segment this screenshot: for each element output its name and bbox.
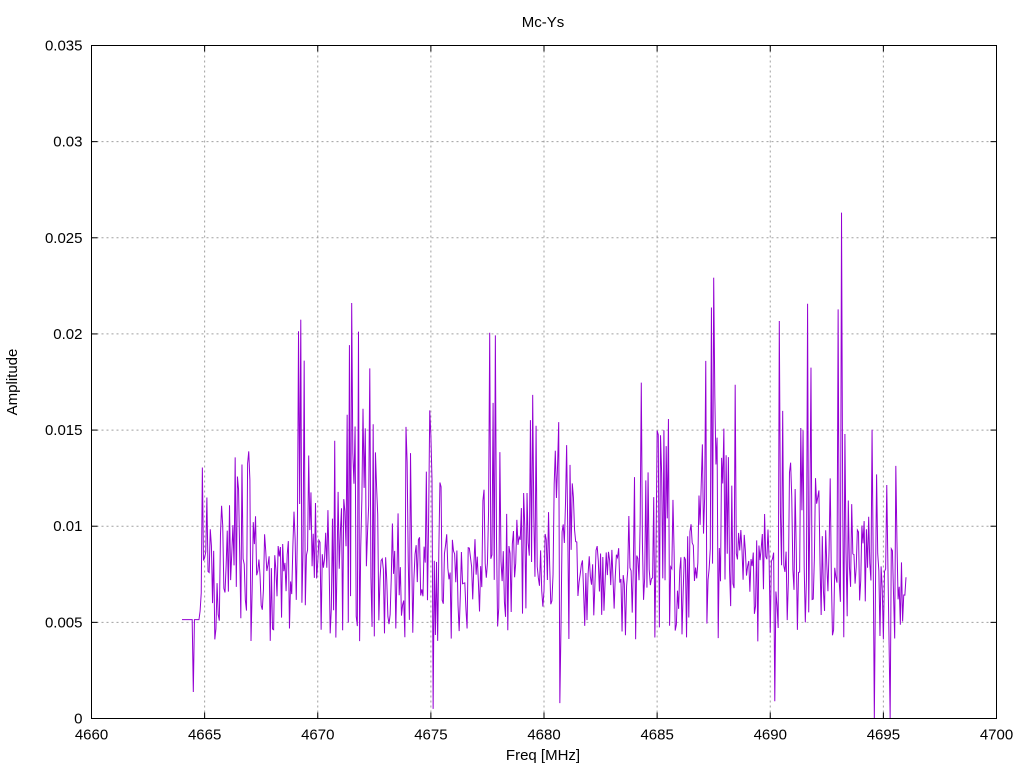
x-tick-label: 4685	[640, 727, 673, 744]
y-tick-label: 0.03	[53, 134, 82, 151]
chart-title: Mc-Ys	[522, 14, 565, 31]
y-tick-label: 0.015	[45, 422, 83, 439]
y-tick-label: 0.02	[53, 326, 82, 343]
y-tick-label: 0.005	[45, 614, 83, 631]
x-tick-label: 4695	[867, 727, 900, 744]
x-axis: 4660 4665 4670 4675 4680 4685 4690 4695 4700	[75, 45, 1013, 744]
y-axis-label: Amplitude	[4, 349, 21, 416]
x-tick-label: 4700	[980, 727, 1013, 744]
x-tick-label: 4665	[188, 727, 221, 744]
y-tick-label: 0.01	[53, 518, 82, 535]
x-tick-label: 4675	[414, 727, 447, 744]
x-tick-label: 4680	[527, 727, 560, 744]
x-tick-label: 4660	[75, 727, 108, 744]
series-line	[182, 212, 907, 719]
x-tick-label: 4670	[301, 727, 334, 744]
y-tick-label: 0	[74, 711, 82, 728]
y-tick-label: 0.035	[45, 38, 83, 55]
x-axis-label: Freq [MHz]	[506, 747, 580, 764]
grid	[91, 45, 997, 719]
x-tick-label: 4690	[754, 727, 787, 744]
y-axis: 0 0.005 0.01 0.015 0.02 0.025 0.03 0.035	[45, 38, 997, 728]
y-tick-label: 0.025	[45, 230, 83, 247]
series-layer	[182, 212, 907, 719]
